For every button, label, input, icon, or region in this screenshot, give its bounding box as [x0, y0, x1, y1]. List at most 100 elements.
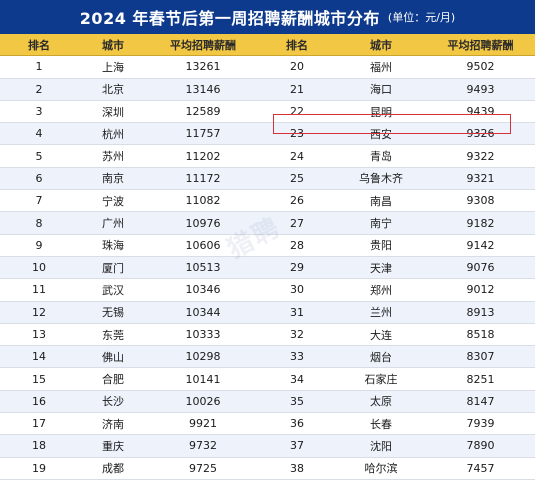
table-row: 2 北京 13146 21 海口 9493	[0, 78, 535, 101]
rank-cell: 18	[0, 434, 78, 458]
rank-cell: 19	[0, 457, 78, 480]
header-city: 城市	[336, 34, 426, 57]
salary-cell: 9308	[426, 189, 535, 213]
rank-cell: 27	[258, 211, 336, 235]
rank-cell: 35	[258, 390, 336, 414]
salary-cell: 10141	[148, 367, 258, 391]
salary-cell: 9182	[426, 211, 535, 235]
city-cell: 石家庄	[336, 367, 426, 391]
salary-cell: 9076	[426, 256, 535, 280]
city-cell: 郑州	[336, 278, 426, 302]
rank-cell: 20	[258, 55, 336, 79]
rank-cell: 21	[258, 78, 336, 101]
salary-cell: 13261	[148, 55, 258, 79]
salary-cell: 9732	[148, 434, 258, 458]
table-row: 18 重庆 9732 37 沈阳 7890	[0, 434, 535, 458]
city-cell: 大连	[336, 323, 426, 347]
salary-cell: 9502	[426, 55, 535, 79]
table-row: 19 成都 9725 38 哈尔滨 7457	[0, 457, 535, 480]
rank-cell: 14	[0, 345, 78, 369]
city-cell: 上海	[78, 55, 148, 79]
salary-cell: 9439	[426, 100, 535, 124]
rank-cell: 25	[258, 167, 336, 191]
city-cell: 成都	[78, 457, 148, 480]
title-bar: 2024 年春节后第一周招聘薪酬城市分布 (单位：元/月)	[0, 0, 535, 34]
rank-cell: 29	[258, 256, 336, 280]
city-cell: 海口	[336, 78, 426, 101]
header-city: 城市	[78, 34, 148, 57]
header-salary: 平均招聘薪酬	[148, 34, 258, 57]
city-cell: 青岛	[336, 144, 426, 168]
city-cell: 重庆	[78, 434, 148, 458]
rank-cell: 28	[258, 234, 336, 257]
salary-cell: 13146	[148, 78, 258, 101]
salary-cell: 10606	[148, 234, 258, 257]
city-cell: 广州	[78, 211, 148, 235]
rank-cell: 12	[0, 301, 78, 324]
rank-cell: 17	[0, 412, 78, 436]
rank-cell: 24	[258, 144, 336, 168]
table-row: 15 合肥 10141 34 石家庄 8251	[0, 367, 535, 391]
city-cell: 长春	[336, 412, 426, 436]
salary-cell: 9322	[426, 144, 535, 168]
table-row: 12 无锡 10344 31 兰州 8913	[0, 301, 535, 324]
header-salary: 平均招聘薪酬	[426, 34, 535, 57]
header-rank: 排名	[258, 34, 336, 57]
rank-cell: 9	[0, 234, 78, 257]
rank-cell: 30	[258, 278, 336, 302]
city-cell: 珠海	[78, 234, 148, 257]
salary-table: 排名 城市 平均招聘薪酬 排名 城市 平均招聘薪酬 1 上海 13261 20 福州 95…	[0, 34, 535, 480]
table-row: 8 广州 10976 27 南宁 9182	[0, 211, 535, 235]
rank-cell: 1	[0, 55, 78, 79]
rank-cell: 31	[258, 301, 336, 324]
rank-cell: 5	[0, 144, 78, 168]
salary-cell: 8147	[426, 390, 535, 414]
chart-title: 2024 年春节后第一周招聘薪酬城市分布	[79, 9, 380, 28]
salary-cell: 10344	[148, 301, 258, 324]
table-row: 7 宁波 11082 26 南昌 9308	[0, 189, 535, 213]
table-row: 5 苏州 11202 24 青岛 9322	[0, 144, 535, 168]
city-cell: 天津	[336, 256, 426, 280]
rank-cell: 7	[0, 189, 78, 213]
salary-cell: 10026	[148, 390, 258, 414]
rank-cell: 13	[0, 323, 78, 347]
salary-cell: 8913	[426, 301, 535, 324]
city-cell: 南宁	[336, 211, 426, 235]
salary-cell: 10298	[148, 345, 258, 369]
salary-cell: 8518	[426, 323, 535, 347]
table-row: 3 深圳 12589 22 昆明 9439	[0, 100, 535, 124]
salary-cell: 11757	[148, 122, 258, 146]
city-cell: 西安	[336, 122, 426, 146]
city-cell: 太原	[336, 390, 426, 414]
rank-cell: 16	[0, 390, 78, 414]
salary-cell: 9725	[148, 457, 258, 480]
city-cell: 北京	[78, 78, 148, 101]
city-cell: 南昌	[336, 189, 426, 213]
salary-cell: 9321	[426, 167, 535, 191]
rank-cell: 33	[258, 345, 336, 369]
table-header-row: 排名 城市 平均招聘薪酬 排名 城市 平均招聘薪酬	[0, 34, 535, 57]
rank-cell: 34	[258, 367, 336, 391]
city-cell: 厦门	[78, 256, 148, 280]
table-row: 14 佛山 10298 33 烟台 8307	[0, 345, 535, 369]
city-cell: 贵阳	[336, 234, 426, 257]
rank-cell: 4	[0, 122, 78, 146]
table-row: 1 上海 13261 20 福州 9502	[0, 55, 535, 79]
table-row: 10 厦门 10513 29 天津 9076	[0, 256, 535, 280]
city-cell: 乌鲁木齐	[336, 167, 426, 191]
salary-cell: 11172	[148, 167, 258, 191]
salary-cell: 9142	[426, 234, 535, 257]
city-cell: 苏州	[78, 144, 148, 168]
city-cell: 哈尔滨	[336, 457, 426, 480]
city-cell: 南京	[78, 167, 148, 191]
city-cell: 武汉	[78, 278, 148, 302]
city-cell: 无锡	[78, 301, 148, 324]
city-cell: 烟台	[336, 345, 426, 369]
rank-cell: 11	[0, 278, 78, 302]
city-cell: 深圳	[78, 100, 148, 124]
rank-cell: 15	[0, 367, 78, 391]
rank-cell: 32	[258, 323, 336, 347]
salary-cell: 8251	[426, 367, 535, 391]
city-cell: 长沙	[78, 390, 148, 414]
city-cell: 沈阳	[336, 434, 426, 458]
